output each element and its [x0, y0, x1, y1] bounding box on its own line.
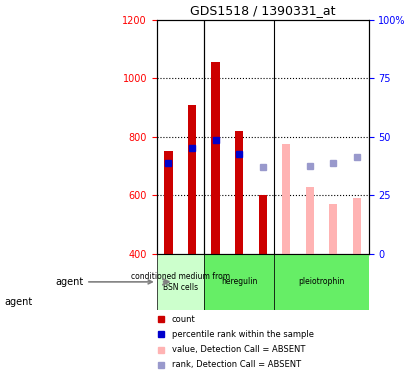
Bar — [328, 204, 337, 254]
Text: value, Detection Call = ABSENT: value, Detection Call = ABSENT — [171, 345, 304, 354]
FancyBboxPatch shape — [203, 254, 274, 310]
Text: agent: agent — [4, 297, 32, 307]
Bar — [187, 105, 196, 254]
Text: agent: agent — [55, 277, 152, 287]
Text: conditioned medium from
BSN cells: conditioned medium from BSN cells — [130, 272, 229, 292]
Text: count: count — [171, 315, 195, 324]
Bar — [211, 62, 219, 254]
FancyBboxPatch shape — [156, 254, 203, 310]
Text: pleiotrophin: pleiotrophin — [298, 278, 344, 286]
FancyBboxPatch shape — [274, 254, 368, 310]
Text: rank, Detection Call = ABSENT: rank, Detection Call = ABSENT — [171, 360, 300, 369]
Title: GDS1518 / 1390331_at: GDS1518 / 1390331_at — [189, 4, 335, 17]
Bar — [305, 186, 313, 254]
Text: percentile rank within the sample: percentile rank within the sample — [171, 330, 313, 339]
Text: heregulin: heregulin — [220, 278, 257, 286]
Bar — [234, 131, 243, 254]
Bar — [164, 152, 172, 254]
Bar — [258, 195, 266, 254]
Bar — [281, 144, 290, 254]
Bar — [352, 198, 360, 254]
